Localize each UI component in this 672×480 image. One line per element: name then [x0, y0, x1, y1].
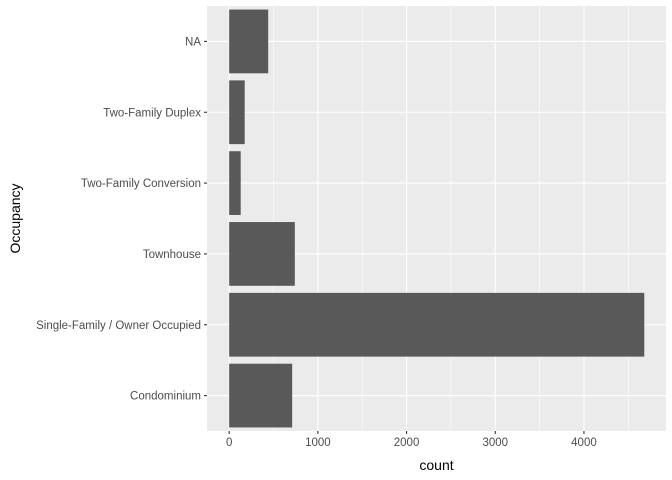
bar — [229, 363, 293, 428]
bar — [229, 151, 241, 215]
plot-panel — [207, 6, 666, 431]
bars — [229, 9, 645, 428]
x-tick-label: 1000 — [305, 437, 331, 449]
x-tick-marks — [228, 431, 585, 434]
bar — [229, 9, 269, 74]
x-axis-title: count — [419, 457, 453, 473]
gridlines — [207, 6, 666, 431]
y-tick-label: NA — [185, 36, 201, 48]
y-tick-label: Two-Family Duplex — [103, 107, 201, 119]
y-axis-title: Occupancy — [7, 183, 23, 253]
bar — [229, 292, 645, 357]
y-tick-label: Single-Family / Owner Occupied — [36, 320, 201, 332]
y-tick-labels: Condominium Single-Family / Owner Occupie… — [36, 36, 201, 402]
x-tick-label: 0 — [226, 437, 232, 449]
y-tick-label: Condominium — [130, 391, 201, 403]
y-tick-label: Two-Family Conversion — [81, 178, 201, 190]
bar — [229, 222, 295, 286]
y-tick-label: Townhouse — [143, 249, 201, 261]
x-tick-label: 2000 — [394, 437, 420, 449]
bar — [229, 80, 245, 145]
x-tick-label: 4000 — [571, 437, 597, 449]
x-tick-labels: 0 1000 2000 3000 4000 — [226, 437, 597, 449]
x-tick-label: 3000 — [482, 437, 508, 449]
y-tick-marks — [204, 40, 207, 397]
